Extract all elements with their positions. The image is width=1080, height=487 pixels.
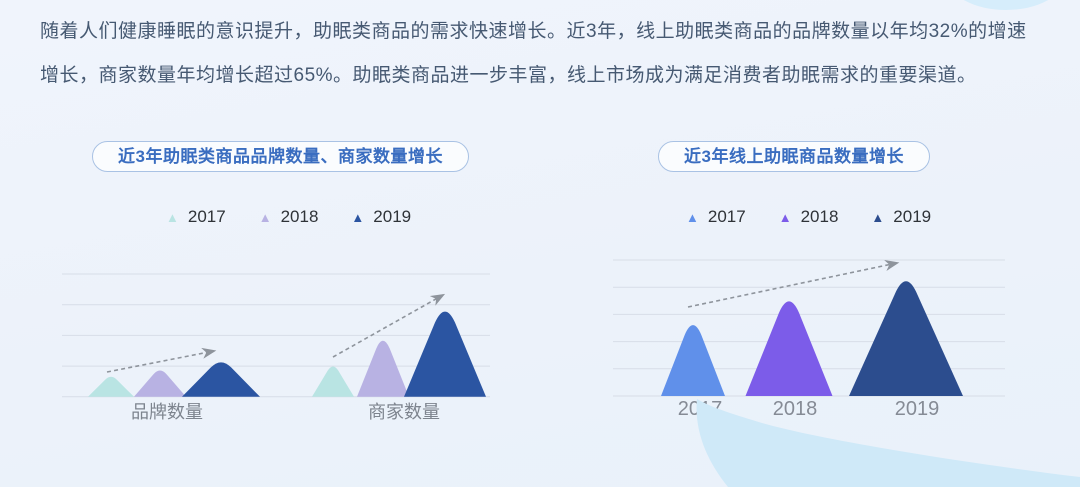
triangle-bar-2019 — [404, 311, 486, 397]
triangle-bar-2018 — [357, 340, 409, 397]
left-chart-legend: ▲ 2017 ▲ 2018 ▲ 2019 — [166, 207, 411, 227]
triangle-bar-2019 — [849, 281, 963, 396]
growth-arrow-icon — [687, 259, 900, 308]
legend-label: 2017 — [707, 207, 746, 226]
legend-item-2019: ▲ 2019 — [351, 207, 411, 227]
x-axis-year-label: 2019 — [895, 398, 940, 420]
left-chart-title-pill: 近3年助眠类商品品牌数量、商家数量增长 — [92, 141, 469, 172]
triangle-bar-2017 — [661, 325, 725, 396]
online-product-growth-chart: 201720182019 — [613, 259, 1005, 420]
intro-paragraph: 随着人们健康睡眠的意识提升，助眠类商品的需求快速增长。近3年，线上助眠类商品的品… — [40, 10, 1050, 98]
legend-item-2018: ▲ 2018 — [259, 207, 319, 227]
legend-label: 2019 — [893, 207, 932, 226]
legend-label: 2018 — [800, 207, 839, 226]
legend-label: 2017 — [187, 207, 226, 226]
triangle-marker-icon: ▲ — [871, 209, 885, 225]
circle-decoration — [948, 0, 1064, 10]
triangle-bar-2017 — [88, 376, 134, 397]
triangle-bar-2018 — [745, 301, 833, 396]
wave-blob-shape — [696, 399, 1080, 487]
triangle-marker-icon: ▲ — [686, 209, 699, 225]
triangle-bar-2017 — [312, 366, 354, 397]
legend-item-2017: ▲ 2017 — [686, 207, 746, 227]
wave-blob-decoration — [696, 399, 1080, 487]
legend-label: 2018 — [280, 207, 319, 226]
intro-line-2: 增长，商家数量年均增长超过65%。助眠类商品进一步丰富，线上市场成为满足消费者助… — [40, 65, 977, 86]
triangle-bar-2019 — [182, 362, 260, 397]
legend-label: 2019 — [373, 207, 412, 226]
triangle-marker-icon: ▲ — [778, 209, 792, 225]
growth-arrow-icon — [106, 347, 217, 373]
legend-item-2019: ▲ 2019 — [871, 207, 931, 227]
triangle-marker-icon: ▲ — [166, 209, 179, 225]
triangle-marker-icon: ▲ — [258, 209, 272, 225]
legend-item-2017: ▲ 2017 — [166, 207, 226, 227]
triangle-marker-icon: ▲ — [351, 209, 365, 225]
intro-line-1: 随着人们健康睡眠的意识提升，助眠类商品的需求快速增长。近3年，线上助眠类商品的品… — [40, 21, 1027, 42]
right-chart-legend: ▲ 2017 ▲ 2018 ▲ 2019 — [686, 207, 931, 227]
category-label: 商家数量 — [368, 402, 440, 422]
x-axis-year-label: 2018 — [773, 398, 818, 420]
category-label: 品牌数量 — [131, 402, 203, 422]
triangle-bar-2018 — [134, 370, 186, 397]
brand-merchant-growth-chart: 品牌数量 商家数量 — [62, 273, 490, 422]
legend-item-2018: ▲ 2018 — [779, 207, 839, 227]
right-chart-title-pill: 近3年线上助眠商品数量增长 — [658, 141, 930, 172]
